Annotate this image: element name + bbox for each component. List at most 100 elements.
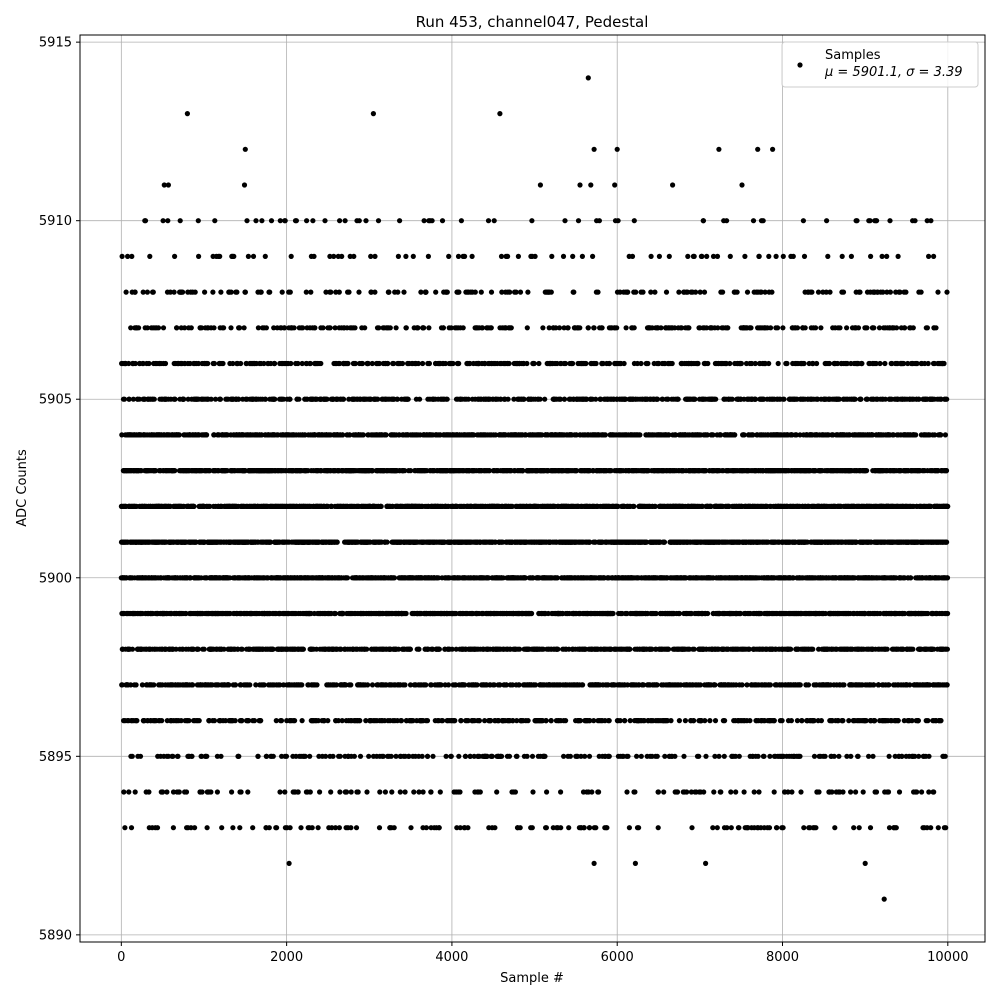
data-point — [517, 289, 524, 295]
data-point — [234, 289, 240, 295]
data-point — [246, 718, 252, 724]
data-point — [529, 753, 536, 759]
data-point — [506, 360, 512, 367]
data-point — [445, 682, 452, 688]
data-point — [302, 753, 308, 759]
data-point — [232, 682, 239, 688]
data-point — [129, 753, 135, 759]
data-point — [320, 325, 326, 331]
data-point — [208, 789, 214, 795]
data-point — [139, 682, 145, 688]
data-point — [183, 789, 190, 795]
data-point — [437, 789, 443, 795]
data-point — [142, 218, 149, 224]
data-point — [207, 503, 213, 509]
data-point — [204, 753, 210, 759]
data-point — [181, 396, 187, 402]
data-point — [399, 360, 406, 367]
data-point — [237, 825, 243, 831]
data-point — [212, 218, 218, 224]
data-point — [317, 789, 323, 795]
data-point — [345, 360, 351, 367]
data-point — [348, 789, 354, 795]
data-point — [195, 646, 201, 652]
data-point — [348, 682, 354, 688]
data-point — [476, 718, 482, 724]
data-point — [299, 682, 305, 688]
data-point — [132, 360, 138, 367]
data-point — [420, 360, 426, 367]
data-point — [266, 825, 272, 831]
data-point — [327, 325, 333, 331]
data-point — [376, 825, 383, 831]
data-point — [318, 360, 324, 367]
data-point — [132, 789, 138, 795]
data-point — [167, 289, 173, 295]
data-point — [360, 432, 366, 438]
data-point — [130, 396, 136, 402]
data-point — [162, 360, 169, 367]
data-point — [226, 682, 232, 688]
data-point — [196, 718, 202, 724]
data-point — [214, 753, 220, 759]
data-point — [250, 253, 257, 259]
data-point — [277, 682, 283, 688]
data-point — [391, 575, 398, 581]
data-point — [363, 218, 369, 224]
data-point — [150, 289, 156, 295]
data-point — [211, 718, 218, 724]
data-point — [382, 789, 388, 795]
data-point — [331, 253, 337, 259]
data-point — [517, 646, 523, 652]
data-point — [315, 825, 321, 831]
data-point — [296, 396, 302, 402]
data-point — [277, 218, 283, 224]
data-point — [177, 218, 183, 224]
data-point — [397, 218, 403, 224]
data-point — [307, 753, 313, 759]
data-point — [355, 789, 361, 795]
data-point — [154, 825, 161, 831]
data-point — [137, 753, 144, 759]
data-point — [221, 325, 227, 331]
data-point — [408, 825, 414, 831]
data-point — [505, 253, 511, 259]
data-point — [186, 718, 192, 724]
data-point — [416, 646, 422, 652]
data-point — [478, 289, 484, 295]
data-point — [274, 825, 280, 831]
data-point — [259, 218, 265, 224]
data-point — [288, 253, 294, 259]
data-point — [312, 325, 318, 331]
data-point — [423, 289, 429, 295]
data-point — [488, 289, 495, 295]
data-point — [420, 789, 426, 795]
data-point — [253, 218, 259, 224]
data-point — [356, 289, 362, 295]
data-point — [270, 646, 276, 652]
data-point — [165, 218, 171, 224]
data-point — [344, 789, 350, 795]
data-point — [440, 718, 446, 724]
data-point — [232, 718, 238, 724]
data-point — [505, 396, 511, 402]
data-point — [402, 789, 408, 795]
data-point — [238, 789, 244, 795]
data-point — [236, 753, 242, 759]
data-point — [357, 753, 364, 759]
data-point — [377, 789, 383, 795]
data-point — [238, 360, 244, 367]
data-point — [366, 753, 372, 759]
data-point — [418, 289, 424, 295]
data-point — [204, 825, 210, 831]
data-point — [340, 396, 347, 402]
data-point — [455, 253, 462, 259]
data-point — [328, 789, 334, 795]
data-point — [529, 610, 535, 617]
data-point — [428, 789, 434, 795]
data-point — [196, 253, 202, 259]
data-point — [456, 360, 462, 367]
data-point — [293, 218, 299, 224]
